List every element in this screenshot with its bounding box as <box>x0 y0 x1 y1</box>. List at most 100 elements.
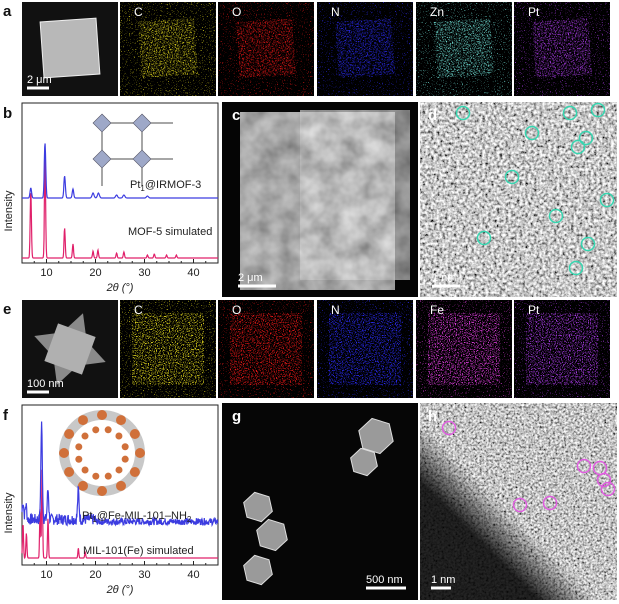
element-label: N <box>331 5 340 19</box>
iron-cluster <box>75 443 83 451</box>
element-label: Pt <box>528 303 540 317</box>
iron-cluster <box>116 415 126 426</box>
scale-label: 1 nm <box>431 574 455 586</box>
element-label: O <box>232 5 241 19</box>
panel-label: b <box>3 105 12 122</box>
atom-marker <box>504 169 520 185</box>
iron-cluster <box>81 432 89 440</box>
iron-cluster <box>129 467 140 477</box>
x-tick-label: 40 <box>187 569 199 581</box>
particle-core <box>44 323 96 375</box>
hrtem-image <box>420 102 617 297</box>
atom-marker <box>512 497 528 513</box>
x-tick-label: 10 <box>40 569 52 581</box>
particle <box>236 18 296 78</box>
sample-base: Pt <box>82 510 92 522</box>
particle <box>329 313 401 385</box>
x-tick-label: 10 <box>40 267 52 279</box>
y-axis-label: Intensity <box>3 190 15 231</box>
particle <box>526 313 598 385</box>
panel-label: g <box>232 408 241 425</box>
sample-pattern <box>22 143 218 199</box>
atom-marker <box>476 230 492 246</box>
iron-cluster <box>115 432 123 440</box>
scale-label: 2 μm <box>238 272 263 284</box>
atom-marker <box>455 105 471 121</box>
atom-marker <box>542 495 558 511</box>
sample-rest: @Fe-MIL-101–NH <box>97 510 187 522</box>
atom-marker <box>568 260 584 276</box>
iron-cluster <box>75 455 83 463</box>
atom-marker <box>548 208 564 224</box>
particle <box>138 18 198 78</box>
y-axis-label: Intensity <box>3 492 15 533</box>
iron-cluster <box>129 429 140 439</box>
sample-rest: @IRMOF-3 <box>145 179 201 191</box>
element-label: N <box>331 303 340 317</box>
x-tick-label: 40 <box>187 267 199 279</box>
element-label: C <box>134 303 143 317</box>
iron-cluster <box>59 448 69 458</box>
panel-label: h <box>428 408 437 425</box>
scale-label: 2 μm <box>27 74 52 86</box>
x-tick-label: 30 <box>138 569 150 581</box>
atom-marker <box>600 481 616 497</box>
crystal <box>243 554 273 586</box>
scale-label: 500 nm <box>366 574 403 586</box>
atom-marker <box>596 472 612 488</box>
atom-marker <box>580 236 596 252</box>
atom-marker <box>576 458 592 474</box>
atom-marker <box>590 102 606 118</box>
iron-cluster <box>64 429 75 439</box>
iron-cluster <box>116 480 126 491</box>
panel-label: f <box>3 407 9 424</box>
particle <box>39 17 101 79</box>
sample-sub: 1 <box>140 184 145 193</box>
iron-cluster <box>92 472 100 480</box>
atom-marker <box>578 130 594 146</box>
panel-label: a <box>3 3 12 20</box>
crystal <box>243 491 273 523</box>
sheet <box>300 110 410 280</box>
particle <box>335 18 395 78</box>
atom-marker <box>441 420 457 436</box>
iron-cluster <box>121 455 129 463</box>
element-label: Fe <box>430 303 444 317</box>
support-shadow <box>420 403 617 600</box>
reference-label: MOF-5 simulated <box>128 226 212 238</box>
reference-pattern <box>22 159 218 259</box>
scale-label: 1 nm <box>432 272 456 284</box>
iron-cluster <box>121 443 129 451</box>
panel-label: e <box>3 301 11 318</box>
crystal <box>358 417 394 455</box>
particle <box>532 18 592 78</box>
iron-cluster <box>97 410 107 420</box>
x-axis-label: 2θ (°) <box>106 282 134 294</box>
iron-cluster <box>81 466 89 474</box>
particle <box>132 313 204 385</box>
iron-cluster <box>115 466 123 474</box>
particle <box>434 18 494 78</box>
atom-marker <box>562 105 578 121</box>
iron-cluster <box>135 448 145 458</box>
atom-marker <box>524 125 540 141</box>
sample-pattern <box>21 421 219 528</box>
element-label: Zn <box>430 5 444 19</box>
panel-label: c <box>232 107 240 124</box>
atom-marker <box>570 139 586 155</box>
plot-frame <box>21 102 219 264</box>
scale-label: 100 nm <box>27 378 64 390</box>
x-tick-label: 20 <box>89 569 101 581</box>
sample-base: Pt <box>130 179 140 191</box>
sample-sub: 1 <box>92 515 97 524</box>
x-tick-label: 20 <box>89 267 101 279</box>
crystal <box>256 518 288 552</box>
reference-label: MIL-101(Fe) simulated <box>83 545 194 557</box>
panel-label: d <box>428 107 437 124</box>
iron-cluster <box>78 415 88 426</box>
atom-marker <box>599 192 615 208</box>
x-tick-label: 30 <box>138 267 150 279</box>
crystal <box>350 447 378 477</box>
iron-cluster <box>104 426 112 434</box>
